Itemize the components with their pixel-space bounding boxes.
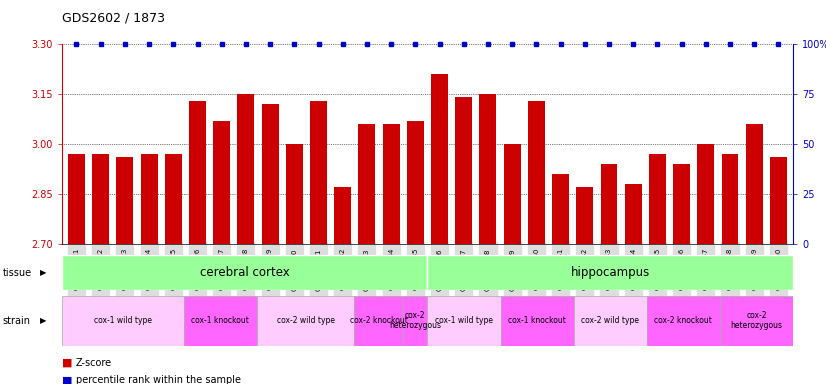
Bar — [354, 296, 403, 346]
Text: ■: ■ — [62, 375, 73, 384]
Bar — [407, 121, 424, 244]
Bar — [257, 296, 354, 346]
Bar — [165, 154, 182, 244]
Bar — [358, 124, 375, 244]
Bar — [183, 296, 257, 346]
Bar — [262, 104, 278, 244]
Text: cox-2
heterozygous: cox-2 heterozygous — [389, 311, 441, 330]
Text: cox-2 wild type: cox-2 wild type — [277, 316, 335, 325]
Bar — [62, 296, 183, 346]
Text: percentile rank within the sample: percentile rank within the sample — [76, 375, 241, 384]
Text: cox-2 knockout: cox-2 knockout — [349, 316, 408, 325]
Text: cox-2 knockout: cox-2 knockout — [654, 316, 712, 325]
Bar — [116, 157, 133, 244]
Bar — [335, 187, 351, 244]
Bar — [770, 157, 787, 244]
Bar — [501, 296, 573, 346]
Bar — [428, 296, 501, 346]
Text: cox-1 wild type: cox-1 wild type — [435, 316, 493, 325]
Bar — [552, 174, 569, 244]
Text: cox-1 knockout: cox-1 knockout — [508, 316, 566, 325]
Bar — [382, 124, 400, 244]
Bar — [455, 98, 472, 244]
Bar — [697, 144, 714, 244]
Text: strain: strain — [2, 316, 31, 326]
Bar — [601, 164, 618, 244]
Bar — [746, 124, 762, 244]
Text: cox-1 knockout: cox-1 knockout — [192, 316, 249, 325]
Text: ▶: ▶ — [40, 268, 46, 277]
Text: cerebral cortex: cerebral cortex — [200, 266, 290, 279]
Bar — [237, 94, 254, 244]
Bar — [504, 144, 520, 244]
Bar — [431, 74, 448, 244]
Text: cox-1 wild type: cox-1 wild type — [94, 316, 152, 325]
Text: GDS2602 / 1873: GDS2602 / 1873 — [62, 12, 165, 25]
Text: ■: ■ — [62, 358, 73, 368]
Bar — [403, 296, 428, 346]
Bar — [428, 255, 793, 290]
Bar — [719, 296, 793, 346]
Bar — [286, 144, 303, 244]
Bar — [722, 154, 738, 244]
Text: ▶: ▶ — [40, 316, 46, 325]
Bar — [68, 154, 85, 244]
Bar — [528, 101, 545, 244]
Bar — [310, 101, 327, 244]
Bar — [649, 154, 666, 244]
Text: Z-score: Z-score — [76, 358, 112, 368]
Text: hippocampus: hippocampus — [571, 266, 650, 279]
Text: tissue: tissue — [2, 268, 31, 278]
Bar — [62, 255, 428, 290]
Bar — [140, 154, 158, 244]
Text: cox-2
heterozygous: cox-2 heterozygous — [730, 311, 782, 330]
Bar — [213, 121, 230, 244]
Bar — [577, 187, 593, 244]
Bar — [480, 94, 496, 244]
Bar — [647, 296, 720, 346]
Bar — [624, 184, 642, 244]
Bar — [673, 164, 690, 244]
Bar — [189, 101, 206, 244]
Bar — [93, 154, 109, 244]
Text: cox-2 wild type: cox-2 wild type — [582, 316, 639, 325]
Bar — [573, 296, 647, 346]
